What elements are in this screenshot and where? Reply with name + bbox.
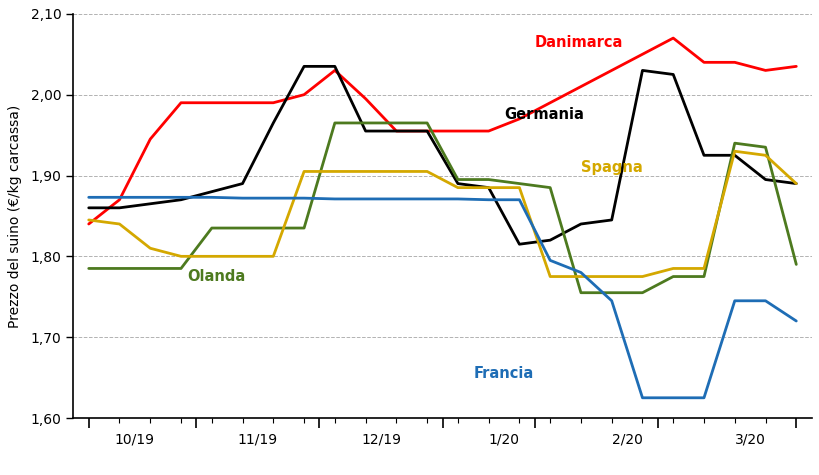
Text: 10/19: 10/19	[115, 433, 155, 446]
Text: Olanda: Olanda	[187, 269, 245, 284]
Text: 11/19: 11/19	[238, 433, 278, 446]
Text: 1/20: 1/20	[488, 433, 519, 446]
Text: 12/19: 12/19	[360, 433, 400, 446]
Text: Danimarca: Danimarca	[534, 35, 622, 49]
Text: 2/20: 2/20	[611, 433, 642, 446]
Text: 3/20: 3/20	[734, 433, 765, 446]
Text: Germania: Germania	[504, 107, 583, 123]
Text: Spagna: Spagna	[580, 160, 642, 175]
Text: Francia: Francia	[473, 366, 533, 381]
Y-axis label: Prezzo del suino (€/kg carcassa): Prezzo del suino (€/kg carcassa)	[8, 104, 22, 328]
